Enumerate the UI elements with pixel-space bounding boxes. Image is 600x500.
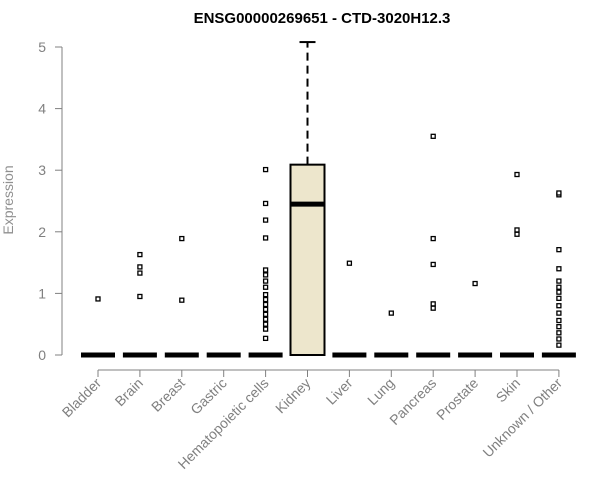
- x-tick-label: Breast: [148, 375, 188, 415]
- x-tick-label: Prostate: [433, 375, 481, 423]
- box-body: [289, 163, 326, 356]
- outlier-point: [179, 297, 185, 303]
- x-tick-label: Skin: [493, 375, 524, 406]
- outlier-point: [556, 317, 562, 324]
- outlier-point: [95, 296, 101, 302]
- box-group: [332, 260, 367, 358]
- plot-area: [81, 41, 576, 358]
- box-group: [541, 190, 576, 358]
- outlier-point: [262, 301, 269, 308]
- box-group: [164, 235, 199, 358]
- box-group: [374, 310, 409, 358]
- outlier-point: [262, 316, 269, 322]
- box-group: [289, 41, 326, 356]
- outlier-point: [179, 235, 185, 242]
- outlier-point: [262, 306, 269, 313]
- outlier-point: [556, 289, 562, 295]
- x-tick-label: Lung: [364, 375, 397, 408]
- outlier-point: [262, 272, 269, 278]
- outlier-point: [556, 295, 562, 301]
- outlier-point: [262, 200, 269, 207]
- x-tick-label: Liver: [323, 375, 356, 408]
- outlier-point: [262, 217, 269, 223]
- outlier-point: [137, 264, 143, 270]
- outlier-point: [472, 280, 478, 287]
- outlier-point: [137, 270, 143, 276]
- outlier-point: [137, 251, 143, 258]
- chart-title: ENSG00000269651 - CTD-3020H12.3: [194, 10, 451, 27]
- outlier-point: [556, 247, 562, 253]
- outlier-point: [346, 260, 353, 266]
- outlier-point: [262, 326, 269, 332]
- outlier-point: [262, 335, 269, 342]
- x-tick-label: Bladder: [59, 375, 105, 421]
- y-axis: 0 1 2 3 4 5: [38, 39, 63, 363]
- outlier-point: [388, 310, 394, 316]
- outlier-point: [556, 284, 562, 290]
- outlier-point: [514, 227, 520, 233]
- y-tick-label: 4: [38, 101, 46, 117]
- outlier-point: [262, 291, 269, 298]
- y-tick-label: 2: [38, 224, 46, 240]
- x-tick-label: Brain: [112, 375, 146, 409]
- outlier-point: [262, 311, 269, 317]
- outlier-point: [430, 235, 436, 242]
- outlier-point: [262, 267, 269, 273]
- outlier-point: [556, 336, 562, 342]
- box-group: [81, 296, 115, 358]
- outlier-point: [556, 303, 562, 309]
- outlier-point: [430, 305, 436, 311]
- outlier-point: [430, 261, 436, 268]
- outlier-point: [556, 278, 562, 284]
- outlier-point: [262, 235, 269, 241]
- x-tick-label: Unknown / Other: [479, 375, 565, 461]
- outlier-point: [262, 321, 269, 327]
- outlier-point: [556, 190, 562, 196]
- box-group: [458, 280, 493, 358]
- outlier-point: [514, 231, 520, 237]
- y-tick-label: 3: [38, 162, 46, 178]
- outlier-point: [262, 284, 269, 290]
- y-tick-label: 1: [38, 285, 46, 301]
- box-group: [500, 171, 534, 358]
- box-group: [122, 251, 157, 358]
- x-tick-label: Pancreas: [386, 375, 439, 428]
- outlier-point: [556, 330, 562, 336]
- outlier-point: [556, 310, 562, 316]
- outlier-point: [430, 301, 436, 307]
- y-tick-label: 0: [38, 347, 46, 363]
- outlier-point: [514, 171, 520, 178]
- outlier-point: [430, 133, 436, 139]
- outlier-point: [556, 342, 562, 348]
- box-group: [248, 166, 283, 358]
- outlier-point: [556, 324, 562, 330]
- outlier-point: [262, 166, 269, 173]
- outlier-point: [262, 296, 269, 303]
- outlier-point: [137, 293, 143, 300]
- outlier-point: [556, 266, 562, 272]
- y-tick-label: 5: [38, 39, 46, 55]
- outlier-point: [262, 278, 269, 284]
- box-group: [416, 133, 451, 358]
- x-tick-label: Kidney: [272, 375, 314, 417]
- y-axis-label: Expression: [0, 165, 16, 234]
